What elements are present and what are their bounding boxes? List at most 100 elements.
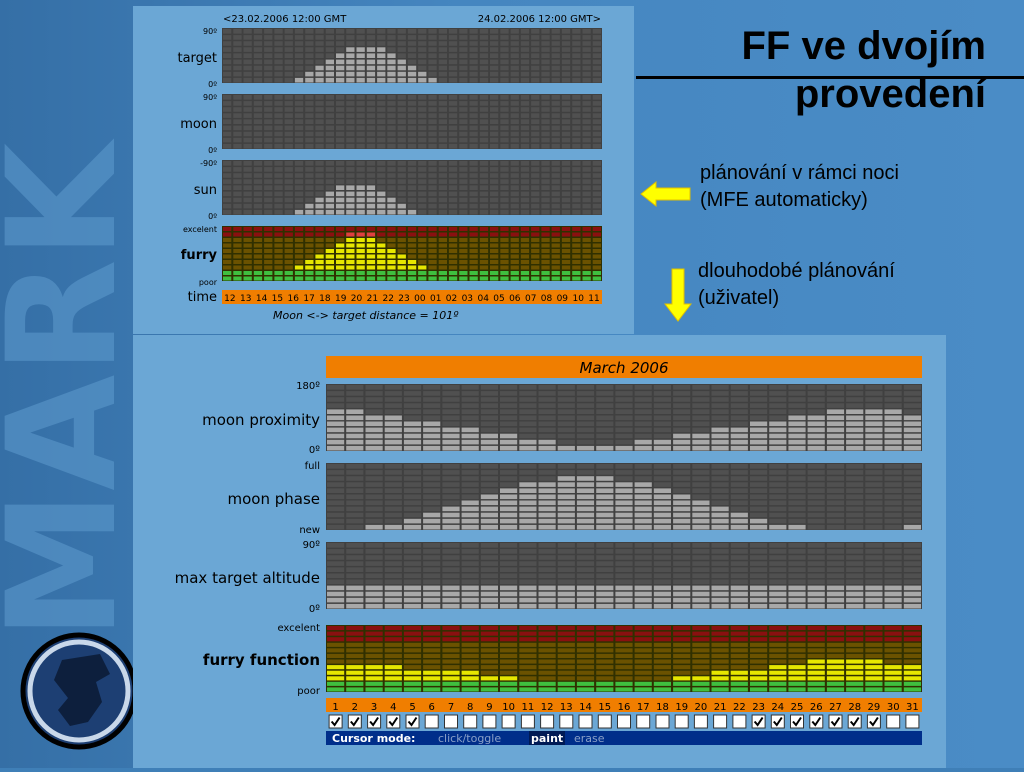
monthly-furry-column-2[interactable] — [346, 626, 364, 692]
nightly-sun-column-26[interactable] — [479, 161, 489, 215]
nightly-moon-column-5[interactable] — [264, 95, 273, 149]
day-checkbox-22[interactable] — [732, 714, 747, 729]
nightly-moon-column-33[interactable] — [551, 95, 560, 149]
monthly-moon-phase-column-3[interactable] — [365, 464, 383, 530]
monthly-furry-column-25[interactable] — [788, 626, 806, 692]
monthly-moon-proximity-column-7[interactable] — [442, 385, 460, 451]
day-checkboxes[interactable] — [328, 714, 920, 729]
nightly-sun-column-11[interactable] — [325, 161, 334, 215]
checkbox-box[interactable] — [482, 714, 497, 729]
monthly-furry-column-17[interactable] — [634, 626, 652, 692]
nightly-target-column-37[interactable] — [592, 29, 601, 83]
nightly-sun-column-14[interactable] — [356, 161, 365, 215]
checkbox-box[interactable] — [713, 714, 728, 729]
nightly-sun-column-37[interactable] — [592, 161, 601, 215]
monthly-moon-proximity-column-8[interactable] — [461, 385, 479, 451]
nightly-furry-column-23[interactable] — [448, 227, 458, 281]
monthly-moon-phase-column-8[interactable] — [461, 464, 479, 530]
monthly-max-altitude-bars[interactable] — [326, 542, 922, 609]
monthly-moon-phase-column-25[interactable] — [788, 464, 806, 530]
monthly-furry-bars[interactable] — [326, 625, 922, 692]
monthly-moon-proximity-column-26[interactable] — [807, 385, 825, 451]
day-checkbox-9[interactable] — [482, 714, 497, 729]
monthly-moon-proximity-column-23[interactable] — [750, 385, 768, 451]
monthly-moon-proximity-column-24[interactable] — [769, 385, 787, 451]
nightly-target-column-28[interactable] — [500, 29, 509, 83]
nightly-furry-column-14[interactable] — [356, 227, 365, 281]
checkbox-box[interactable] — [405, 714, 420, 729]
nightly-sun-column-17[interactable] — [387, 161, 396, 215]
monthly-moon-proximity-column-29[interactable] — [865, 385, 883, 451]
nightly-target-column-30[interactable] — [520, 29, 530, 83]
monthly-max-target-altitude-column-14[interactable] — [576, 543, 595, 609]
nightly-moon-column-1[interactable] — [223, 95, 232, 149]
monthly-moon-proximity-column-20[interactable] — [692, 385, 710, 451]
monthly-max-target-altitude-column-30[interactable] — [884, 543, 902, 609]
monthly-moon-phase-column-26[interactable] — [807, 464, 825, 530]
day-checkbox-11[interactable] — [520, 714, 535, 729]
nightly-sun-column-2[interactable] — [233, 161, 242, 215]
checkbox-box[interactable] — [847, 714, 862, 729]
nightly-furry-column-32[interactable] — [541, 227, 550, 281]
nightly-furry-column-19[interactable] — [407, 227, 417, 281]
nightly-moon-column-11[interactable] — [325, 95, 334, 149]
day-checkbox-27[interactable] — [828, 714, 843, 729]
monthly-furry-column-15[interactable] — [596, 626, 614, 692]
checkbox-box[interactable] — [809, 714, 824, 729]
day-checkbox-16[interactable] — [617, 714, 631, 729]
nightly-sun-column-1[interactable] — [223, 161, 232, 215]
monthly-moon-proximity-column-4[interactable] — [384, 385, 402, 451]
checkbox-box[interactable] — [828, 714, 843, 729]
checkbox-box[interactable] — [732, 714, 747, 729]
nightly-target-column-13[interactable] — [346, 29, 355, 83]
monthly-moon-phase-column-21[interactable] — [711, 464, 729, 530]
monthly-max-target-altitude-column-25[interactable] — [788, 543, 806, 609]
nightly-moon-column-36[interactable] — [582, 95, 591, 149]
monthly-moon-proximity-column-12[interactable] — [538, 385, 556, 451]
nightly-sun-column-24[interactable] — [459, 161, 468, 215]
monthly-max-target-altitude-column-5[interactable] — [403, 543, 422, 609]
monthly-moon-proximity-column-2[interactable] — [346, 385, 364, 451]
monthly-max-target-altitude-column-9[interactable] — [480, 543, 498, 609]
nightly-furry-column-33[interactable] — [551, 227, 560, 281]
monthly-furry-column-26[interactable] — [807, 626, 825, 692]
nightly-furry-column-21[interactable] — [428, 227, 437, 281]
nightly-moon-column-18[interactable] — [397, 95, 406, 149]
monthly-moon-phase-column-9[interactable] — [480, 464, 498, 530]
day-checkbox-8[interactable] — [463, 714, 478, 729]
nightly-moon-column-16[interactable] — [377, 95, 386, 149]
nightly-target-column-5[interactable] — [264, 29, 273, 83]
nightly-target-column-31[interactable] — [531, 29, 540, 83]
monthly-max-target-altitude-column-26[interactable] — [807, 543, 825, 609]
nightly-furry-column-26[interactable] — [479, 227, 489, 281]
monthly-furry-column-23[interactable] — [750, 626, 768, 692]
nightly-target-column-32[interactable] — [541, 29, 550, 83]
monthly-furry-column-28[interactable] — [846, 626, 864, 692]
nightly-target-column-24[interactable] — [459, 29, 468, 83]
nightly-sun-column-36[interactable] — [582, 161, 591, 215]
nightly-target-column-4[interactable] — [253, 29, 263, 83]
nightly-furry-column-2[interactable] — [233, 227, 242, 281]
monthly-furry-column-30[interactable] — [884, 626, 902, 692]
monthly-moon-phase-column-28[interactable] — [846, 464, 864, 530]
nightly-sun-column-31[interactable] — [531, 161, 540, 215]
day-checkbox-24[interactable] — [770, 714, 785, 729]
nightly-furry-column-29[interactable] — [510, 227, 519, 281]
monthly-max-target-altitude-column-22[interactable] — [730, 543, 748, 609]
monthly-furry-column-31[interactable] — [903, 626, 921, 692]
checkbox-box[interactable] — [751, 714, 766, 729]
nightly-moon-column-17[interactable] — [387, 95, 396, 149]
nightly-moon-column-35[interactable] — [572, 95, 581, 149]
monthly-furry-column-20[interactable] — [692, 626, 710, 692]
nightly-moon-column-12[interactable] — [336, 95, 345, 149]
nightly-target-column-36[interactable] — [582, 29, 591, 83]
monthly-moon-proximity-column-14[interactable] — [576, 385, 595, 451]
nightly-moon-column-25[interactable] — [469, 95, 478, 149]
monthly-moon-phase-column-6[interactable] — [423, 464, 441, 530]
nightly-target-column-8[interactable] — [294, 29, 304, 83]
nightly-moon-column-8[interactable] — [294, 95, 304, 149]
day-checkbox-28[interactable] — [847, 714, 862, 729]
nightly-sun-column-16[interactable] — [377, 161, 386, 215]
nightly-sun-column-22[interactable] — [438, 161, 447, 215]
nightly-sun-column-32[interactable] — [541, 161, 550, 215]
